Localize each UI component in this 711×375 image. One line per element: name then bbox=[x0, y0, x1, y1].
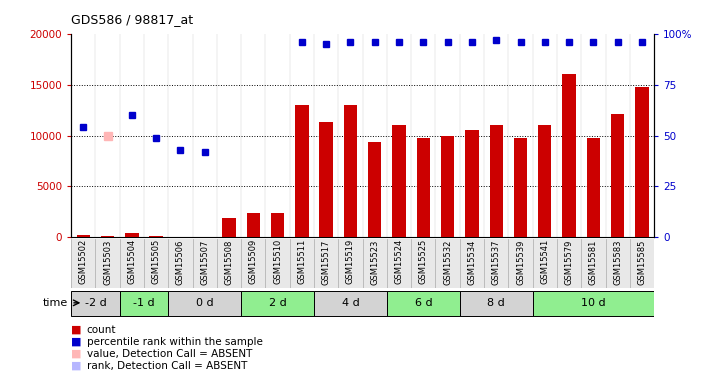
Bar bbox=[441, 136, 454, 237]
Bar bbox=[247, 213, 260, 237]
Bar bbox=[368, 142, 381, 237]
Text: 6 d: 6 d bbox=[415, 298, 432, 308]
Text: GDS586 / 98817_at: GDS586 / 98817_at bbox=[71, 13, 193, 26]
Text: -2 d: -2 d bbox=[85, 298, 106, 308]
Text: ■: ■ bbox=[71, 337, 82, 347]
Bar bbox=[319, 122, 333, 237]
Bar bbox=[149, 236, 163, 237]
Bar bbox=[562, 75, 576, 237]
Text: time: time bbox=[42, 298, 68, 308]
Bar bbox=[271, 213, 284, 237]
Text: rank, Detection Call = ABSENT: rank, Detection Call = ABSENT bbox=[87, 361, 247, 371]
FancyBboxPatch shape bbox=[119, 291, 169, 315]
Bar bbox=[125, 233, 139, 237]
FancyBboxPatch shape bbox=[241, 291, 314, 315]
Bar bbox=[514, 138, 527, 237]
FancyBboxPatch shape bbox=[460, 291, 533, 315]
Text: 8 d: 8 d bbox=[487, 298, 505, 308]
Bar bbox=[417, 138, 430, 237]
Text: percentile rank within the sample: percentile rank within the sample bbox=[87, 337, 262, 347]
Bar bbox=[344, 105, 357, 237]
Bar bbox=[101, 236, 114, 237]
Bar bbox=[465, 130, 479, 237]
Bar bbox=[223, 218, 235, 237]
Bar bbox=[392, 125, 406, 237]
Text: ■: ■ bbox=[71, 349, 82, 359]
Text: 0 d: 0 d bbox=[196, 298, 213, 308]
Bar bbox=[77, 236, 90, 237]
FancyBboxPatch shape bbox=[387, 291, 460, 315]
FancyBboxPatch shape bbox=[533, 291, 654, 315]
Bar bbox=[636, 87, 648, 237]
Text: value, Detection Call = ABSENT: value, Detection Call = ABSENT bbox=[87, 349, 252, 359]
Text: 10 d: 10 d bbox=[581, 298, 606, 308]
Text: 2 d: 2 d bbox=[269, 298, 287, 308]
Text: count: count bbox=[87, 325, 116, 335]
Text: 4 d: 4 d bbox=[341, 298, 359, 308]
Text: ■: ■ bbox=[71, 325, 82, 335]
Bar bbox=[538, 125, 552, 237]
Bar bbox=[490, 125, 503, 237]
Text: ■: ■ bbox=[71, 361, 82, 371]
FancyBboxPatch shape bbox=[71, 291, 119, 315]
Text: -1 d: -1 d bbox=[133, 298, 155, 308]
Bar bbox=[295, 105, 309, 237]
FancyBboxPatch shape bbox=[314, 291, 387, 315]
FancyBboxPatch shape bbox=[169, 291, 241, 315]
Bar bbox=[611, 114, 624, 237]
Bar bbox=[587, 138, 600, 237]
